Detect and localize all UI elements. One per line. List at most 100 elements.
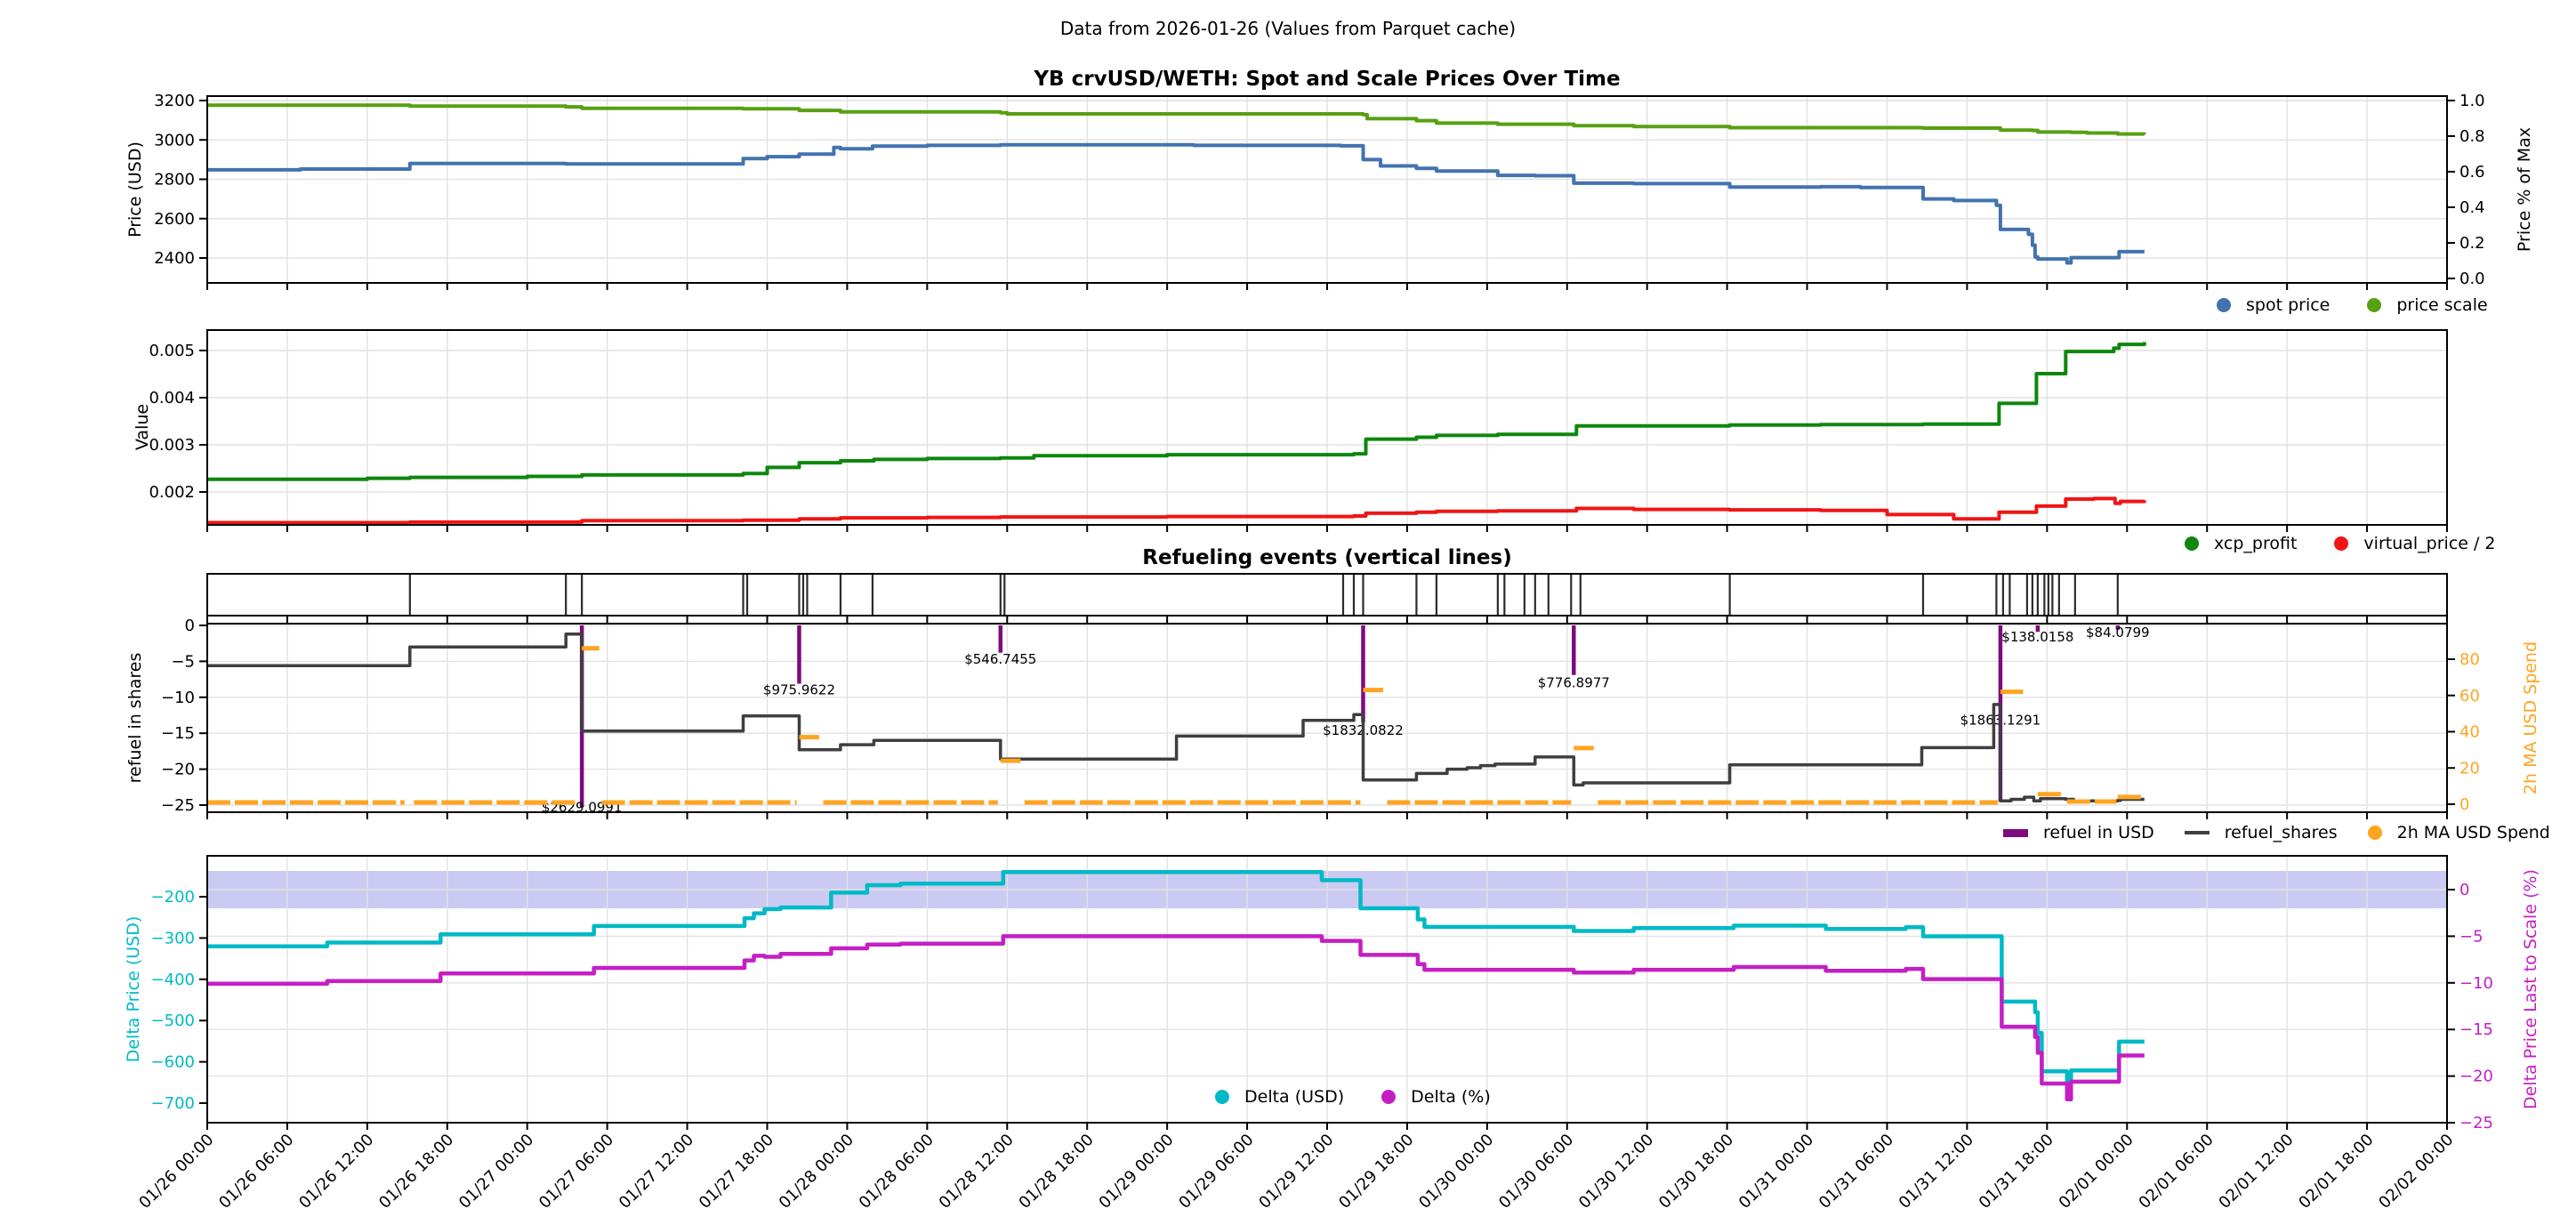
x-axis-date-label: 01/31 06:00 bbox=[1815, 1131, 1897, 1213]
x-axis-date-label: 02/01 00:00 bbox=[2056, 1131, 2137, 1213]
panel1-title: YB crvUSD/WETH: Spot and Scale Prices Ov… bbox=[1034, 68, 1621, 91]
x-axis-date-label: 01/30 12:00 bbox=[1575, 1131, 1657, 1213]
panel1-legend: spot price price scale bbox=[2217, 295, 2488, 315]
x-axis-date-label: 01/30 18:00 bbox=[1655, 1131, 1737, 1213]
panel2-ylabel: Value bbox=[133, 403, 152, 451]
panel4-left-yticklabel: −20 bbox=[161, 761, 195, 779]
spot-price-marker-icon bbox=[2217, 298, 2231, 312]
x-axis-date-label: 02/02 00:00 bbox=[2375, 1131, 2457, 1213]
x-axis-date-label: 01/28 06:00 bbox=[856, 1131, 938, 1213]
panel2-left-yticklabel: 0.003 bbox=[149, 436, 195, 455]
panel5-right-yticklabel: −15 bbox=[2459, 1020, 2493, 1039]
panel1-left-yticklabel: 3200 bbox=[154, 92, 195, 110]
legend-item-price-scale: price scale bbox=[2367, 295, 2488, 315]
refuel-strip-bg bbox=[207, 574, 2447, 616]
panel1-right-yticklabel: 0.0 bbox=[2459, 270, 2485, 288]
x-axis-date-label: 01/29 00:00 bbox=[1095, 1131, 1177, 1213]
x-axis-date-label: 01/28 12:00 bbox=[936, 1131, 1018, 1213]
virtual-price-series bbox=[207, 496, 2146, 525]
panel4-ylabel-right: 2h MA USD Spend bbox=[2521, 641, 2540, 795]
legend-label: xcp_profit bbox=[2214, 534, 2298, 553]
x-axis-date-label: 01/31 00:00 bbox=[1735, 1131, 1817, 1213]
legend-label: spot price bbox=[2246, 295, 2330, 315]
panel4-left-yticklabel: −15 bbox=[161, 724, 195, 743]
x-axis-date-label: 01/26 00:00 bbox=[135, 1131, 217, 1213]
panel5-right-yticklabel: −20 bbox=[2459, 1068, 2493, 1086]
x-axis-date-label: 01/29 06:00 bbox=[1175, 1131, 1257, 1213]
x-axis-date-label: 01/30 06:00 bbox=[1495, 1131, 1577, 1213]
panel5-left-yticklabel: −700 bbox=[151, 1094, 195, 1113]
legend-label: price scale bbox=[2396, 295, 2488, 315]
panel4-right-yticklabel: 20 bbox=[2459, 759, 2480, 778]
refuel-shares-marker-icon bbox=[2184, 831, 2210, 834]
x-axis-date-label: 01/29 18:00 bbox=[1335, 1131, 1417, 1213]
panel1-left-yticklabel: 2600 bbox=[154, 210, 195, 229]
panel4-right-yticklabel: 0 bbox=[2459, 795, 2469, 814]
refuel-usd-annotation: $546.7455 bbox=[964, 651, 1036, 667]
xcp-profit-series bbox=[207, 342, 2146, 481]
panel5-right-yticklabel: −10 bbox=[2459, 974, 2493, 993]
refuel-usd-annotation: $84.0799 bbox=[2086, 625, 2150, 641]
panel5-ylabel-right: Delta Price Last to Scale (%) bbox=[2521, 869, 2540, 1109]
legend-label: Delta (%) bbox=[1411, 1087, 1491, 1107]
virtual-price-marker-icon bbox=[2334, 536, 2349, 551]
panel1-left-yticklabel: 2800 bbox=[154, 171, 195, 189]
legend-label: refuel_shares bbox=[2224, 823, 2338, 842]
panel4-right-yticklabel: 40 bbox=[2459, 723, 2480, 742]
legend-item-refuel-shares: refuel_shares bbox=[2184, 823, 2338, 842]
panel1-right-yticklabel: 1.0 bbox=[2459, 92, 2485, 110]
panel4-ylabel-left: refuel in shares bbox=[125, 652, 145, 784]
panel1-ylabel-right: Price % of Max bbox=[2515, 126, 2534, 253]
panel2-legend: xcp_profit virtual_price / 2 bbox=[2185, 534, 2496, 553]
refuel-shares-series bbox=[207, 632, 2145, 802]
panel2-left-yticklabel: 0.002 bbox=[149, 483, 195, 502]
panel4-left-yticklabel: −25 bbox=[161, 796, 195, 815]
price-scale-marker-icon bbox=[2367, 298, 2382, 312]
x-axis-date-label: 01/27 12:00 bbox=[616, 1131, 697, 1213]
xcp-profit-marker-icon bbox=[2185, 536, 2199, 551]
x-axis-date-label: 01/27 18:00 bbox=[696, 1131, 777, 1213]
panel2-left-yticklabel: 0.004 bbox=[149, 389, 195, 407]
refuel-usd-marker-icon bbox=[2003, 828, 2028, 837]
delta-usd-series bbox=[207, 869, 2145, 1087]
panel5-left-yticklabel: −600 bbox=[151, 1053, 195, 1072]
panel5-ylabel-left: Delta Price (USD) bbox=[124, 915, 143, 1063]
legend-item-virtual-price: virtual_price / 2 bbox=[2334, 534, 2496, 553]
panel2-left-yticklabel: 0.005 bbox=[149, 342, 195, 360]
x-axis-date-label: 02/01 18:00 bbox=[2295, 1131, 2377, 1213]
delta-pct-series bbox=[207, 934, 2145, 1102]
x-axis-date-label: 01/26 18:00 bbox=[375, 1131, 457, 1213]
panel1-right-yticklabel: 0.4 bbox=[2459, 198, 2485, 217]
panel5-right-yticklabel: −25 bbox=[2459, 1114, 2493, 1132]
legend-item-xcp-profit: xcp_profit bbox=[2185, 534, 2297, 553]
panel1-ylabel-left: Price (USD) bbox=[125, 141, 145, 238]
panel5-left-yticklabel: −500 bbox=[151, 1011, 195, 1030]
panel5-left-yticklabel: −400 bbox=[151, 971, 195, 989]
panel4-left-yticklabel: −10 bbox=[161, 689, 195, 707]
legend-item-delta-pct: Delta (%) bbox=[1381, 1087, 1491, 1107]
panel1-right-yticklabel: 0.2 bbox=[2459, 234, 2485, 253]
panel1-right-yticklabel: 0.8 bbox=[2459, 127, 2485, 146]
x-axis-date-label: 01/26 06:00 bbox=[215, 1131, 297, 1213]
x-axis-date-label: 02/01 06:00 bbox=[2135, 1131, 2217, 1213]
panel4-legend: refuel in USD refuel_shares 2h MA USD Sp… bbox=[2003, 823, 2550, 842]
panel5-left-yticklabel: −300 bbox=[151, 929, 195, 947]
refuel-usd-annotation: $975.9622 bbox=[763, 682, 835, 698]
legend-item-refuel-usd: refuel in USD bbox=[2003, 823, 2154, 842]
panel1-left-yticklabel: 3000 bbox=[154, 131, 195, 149]
legend-label: refuel in USD bbox=[2043, 823, 2154, 842]
legend-label: Delta (USD) bbox=[1244, 1087, 1345, 1107]
x-axis-date-label: 02/01 12:00 bbox=[2215, 1131, 2297, 1213]
x-axis-date-label: 01/27 00:00 bbox=[455, 1131, 537, 1213]
panel4-right-yticklabel: 60 bbox=[2459, 687, 2480, 705]
x-axis-date-label: 01/30 00:00 bbox=[1415, 1131, 1497, 1213]
legend-item-ma-usd-spend: 2h MA USD Spend bbox=[2367, 823, 2550, 842]
legend-label: virtual_price / 2 bbox=[2363, 534, 2496, 553]
legend-label: 2h MA USD Spend bbox=[2396, 823, 2550, 842]
legend-item-delta-usd: Delta (USD) bbox=[1215, 1087, 1344, 1107]
panel4-right-yticklabel: 80 bbox=[2459, 650, 2480, 669]
panel1-left-yticklabel: 2400 bbox=[154, 249, 195, 268]
refuel-strip-title: Refueling events (vertical lines) bbox=[1142, 546, 1512, 569]
x-axis-date-label: 01/31 18:00 bbox=[1976, 1131, 2057, 1213]
